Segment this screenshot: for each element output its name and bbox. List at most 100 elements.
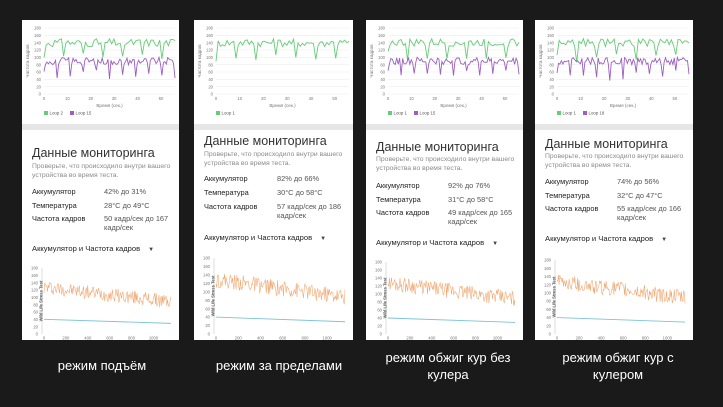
y-axis-label: Wild Life Stress Test (211, 275, 216, 316)
y-tick-label: 180 (544, 258, 552, 263)
result-panel-podem: 180 160 140 120 100 80 60 40 20 0 0 10 20 30 40 50 Часто… (22, 20, 179, 340)
metric-dropdown[interactable]: Аккумулятор и Частота кадров ▼ (32, 244, 154, 253)
fps-loop-chart-svg: 180 160 140 120 100 80 60 40 20 00 10 20 30 40 50 Часто… (197, 26, 350, 116)
x-tick-label: 400 (257, 336, 265, 341)
x-tick-label: 200 (62, 336, 70, 341)
x-tick-label: 10 (409, 96, 414, 101)
monitoring-card: Данные мониторинга Проверьте, что происх… (366, 130, 523, 340)
fps-series-line (43, 281, 172, 308)
y-tick-label: 20 (36, 84, 41, 89)
stress-test-chart: 180 160 140 120 100 80 60 40 20 0 Wild Life Stress… (22, 264, 179, 340)
x-tick-label: 20 (432, 96, 437, 101)
x-tick-label: 800 (128, 336, 136, 341)
x-tick-label: 30 (285, 96, 290, 101)
monitoring-title: Данные мониторинга (376, 140, 499, 154)
stress-test-chart: 180 160 140 120 100 80 60 40 20 0 Wild Life Stress… (535, 256, 693, 340)
metric-dropdown-label: Аккумулятор и Частота кадров (376, 238, 485, 247)
x-tick-label: 200 (406, 336, 414, 341)
legend-label: Loop 1 (394, 111, 408, 116)
y-tick-label: 100 (31, 295, 39, 300)
fps-label: Частота кадров (376, 208, 430, 217)
metric-dropdown[interactable]: Аккумулятор и Частота кадров ▼ (204, 233, 326, 242)
legend-label: Loop 2 (50, 111, 64, 116)
y-tick-label: 160 (34, 33, 42, 38)
y-tick-label: 180 (547, 26, 555, 31)
y-tick-label: 0 (549, 332, 552, 337)
y-tick-label: 0 (552, 92, 555, 97)
metric-dropdown-label: Аккумулятор и Частота кадров (32, 244, 141, 253)
y-tick-label: 20 (33, 324, 38, 329)
x-tick-label: 400 (598, 336, 606, 341)
battery-value: 92% до 76% (448, 181, 491, 190)
battery-label: Аккумулятор (32, 187, 76, 196)
y-tick-label: 20 (546, 323, 551, 328)
y-tick-label: 0 (383, 92, 386, 97)
y-tick-label: 0 (36, 332, 39, 337)
x-tick-label: 0 (215, 336, 218, 341)
stress-test-chart: 180 160 140 120 100 80 60 40 20 0 Wild Life Stress… (366, 258, 523, 340)
y-tick-label: 60 (549, 70, 554, 75)
y-tick-label: 120 (544, 282, 552, 287)
battery-line (215, 316, 346, 323)
y-tick-label: 140 (378, 40, 386, 45)
series-loop-b-line (43, 55, 176, 80)
temperature-label: Температура (376, 195, 421, 204)
y-tick-label: 40 (380, 77, 385, 82)
x-tick-label: 200 (235, 336, 243, 341)
battery-line (387, 317, 516, 323)
metric-dropdown[interactable]: Аккумулятор и Частота кадров ▼ (545, 234, 667, 243)
y-tick-label: 40 (546, 315, 551, 320)
y-tick-label: 0 (39, 92, 42, 97)
chevron-down-icon: ▼ (320, 236, 327, 242)
fps-label: Частота кадров (204, 202, 258, 211)
result-panel-za-predelami: 180 160 140 120 100 80 60 40 20 0 0 10 20 30 40 50 Часто… (194, 20, 353, 340)
fps-label: Частота кадров (32, 214, 86, 223)
caption-s-kulerom: режим обжиг кур с кулером (562, 350, 674, 382)
x-axis-label: Время (сек.) (440, 103, 467, 108)
y-tick-label: 20 (205, 323, 210, 328)
y-tick-label: 140 (34, 40, 42, 45)
fps-series-line (387, 277, 516, 306)
y-axis-label: Частота кадров (369, 44, 374, 78)
metric-dropdown[interactable]: Аккумулятор и Частота кадров ▼ (376, 238, 498, 247)
y-tick-label: 140 (547, 40, 555, 45)
monitoring-title: Данные мониторинга (545, 137, 668, 151)
y-tick-label: 40 (205, 315, 210, 320)
y-tick-label: 40 (33, 317, 38, 322)
fps-loop-chart: 180 160 140 120 100 80 60 40 20 0 0 10 20 30 40 50 Часто… (194, 20, 353, 122)
y-tick-label: 160 (547, 33, 555, 38)
x-tick-label: 20 (88, 96, 93, 101)
y-tick-label: 60 (546, 307, 551, 312)
y-tick-label: 100 (203, 289, 211, 294)
legend-label: Loop 15 (76, 111, 92, 116)
x-tick-label: 10 (237, 96, 242, 101)
y-tick-label: 180 (203, 256, 211, 261)
chevron-down-icon: ▼ (661, 237, 668, 243)
x-axis-label: Время (сек.) (610, 103, 637, 108)
x-tick-label: 400 (84, 336, 92, 341)
y-tick-label: 80 (380, 62, 385, 67)
result-panel-s-kulerom: 180 160 140 120 100 80 60 40 20 0 0 10 20 30 40 50 Часто… (535, 20, 693, 340)
x-tick-label: 600 (450, 336, 458, 341)
x-tick-label: 200 (576, 336, 584, 341)
y-tick-label: 100 (206, 55, 214, 60)
fps-label: Частота кадров (545, 204, 599, 213)
x-tick-label: 40 (479, 96, 484, 101)
x-axis-label: Время (сек.) (96, 103, 123, 108)
legend-swatch (216, 111, 220, 115)
y-tick-label: 120 (34, 48, 42, 53)
y-tick-label: 160 (206, 33, 214, 38)
y-tick-label: 140 (203, 272, 211, 277)
y-tick-label: 20 (380, 84, 385, 89)
y-tick-label: 120 (375, 284, 383, 289)
x-tick-label: 600 (279, 336, 287, 341)
fps-value: 57 кадр/сек до 186 кадр/сек (277, 202, 342, 220)
x-tick-label: 10 (578, 96, 583, 101)
fps-value: 55 кадр/сек до 166 кадр/сек (617, 204, 682, 222)
fps-loop-chart-svg: 180 160 140 120 100 80 60 40 20 00 10 20 30 40 50 Часто… (369, 26, 520, 116)
y-tick-label: 140 (31, 280, 39, 285)
x-tick-label: 0 (387, 336, 390, 341)
legend-label: Loop 15 (420, 111, 436, 116)
x-tick-label: 0 (43, 96, 46, 101)
